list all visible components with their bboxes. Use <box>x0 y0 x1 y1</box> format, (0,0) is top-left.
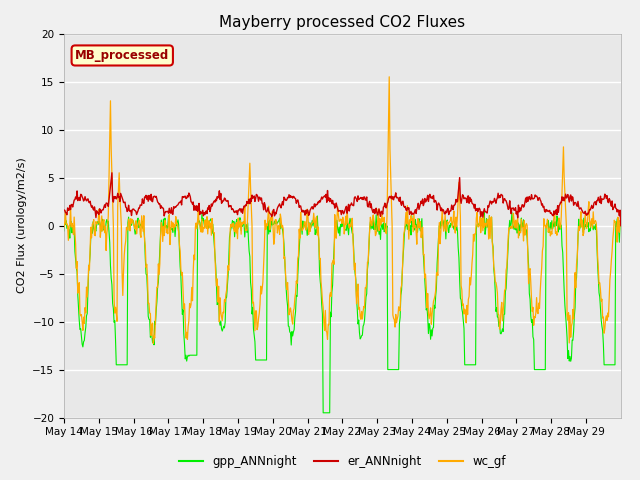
Text: MB_processed: MB_processed <box>75 49 170 62</box>
Y-axis label: CO2 Flux (urology/m2/s): CO2 Flux (urology/m2/s) <box>17 158 27 293</box>
Legend: gpp_ANNnight, er_ANNnight, wc_gf: gpp_ANNnight, er_ANNnight, wc_gf <box>174 451 511 473</box>
Title: Mayberry processed CO2 Fluxes: Mayberry processed CO2 Fluxes <box>220 15 465 30</box>
